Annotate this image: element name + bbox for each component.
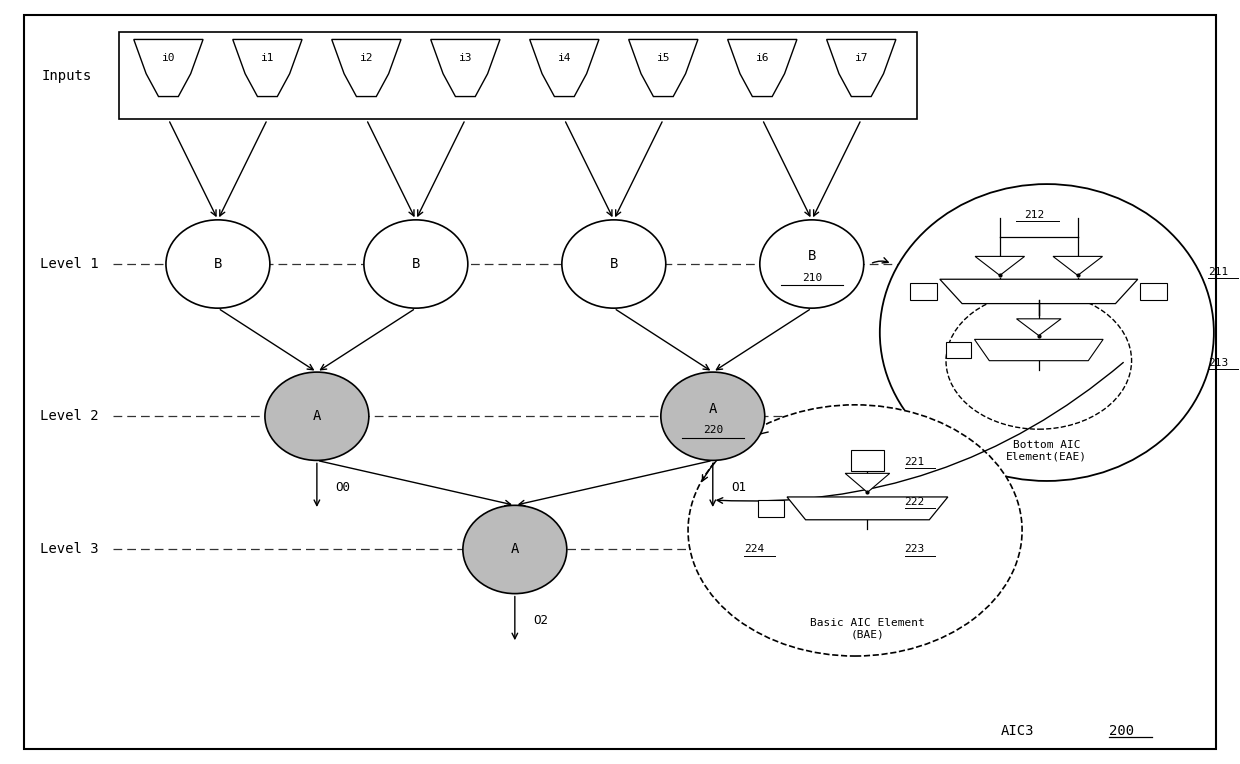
- Text: B: B: [412, 257, 420, 271]
- Ellipse shape: [880, 184, 1214, 481]
- Text: 210: 210: [801, 273, 822, 283]
- Text: 213: 213: [1208, 358, 1228, 368]
- Text: i3: i3: [459, 53, 472, 63]
- Polygon shape: [975, 339, 1104, 361]
- Text: 200: 200: [1109, 724, 1133, 737]
- Text: Level 1: Level 1: [40, 257, 99, 271]
- Text: i1: i1: [260, 53, 274, 63]
- Text: 211: 211: [1208, 267, 1228, 277]
- Text: i2: i2: [360, 53, 373, 63]
- Polygon shape: [529, 40, 599, 96]
- Text: A: A: [708, 402, 717, 416]
- Polygon shape: [233, 40, 303, 96]
- Polygon shape: [940, 279, 1138, 303]
- Polygon shape: [975, 257, 1024, 276]
- Ellipse shape: [760, 220, 864, 308]
- Text: Bottom AIC
Element(EAE): Bottom AIC Element(EAE): [1007, 440, 1087, 462]
- Ellipse shape: [562, 220, 666, 308]
- Polygon shape: [134, 40, 203, 96]
- Bar: [119, 32, 916, 119]
- Text: B: B: [807, 249, 816, 264]
- Polygon shape: [787, 497, 947, 520]
- Text: B: B: [213, 257, 222, 271]
- Text: O0: O0: [336, 481, 351, 494]
- Text: 220: 220: [703, 425, 723, 435]
- Bar: [946, 342, 971, 358]
- Text: i5: i5: [656, 53, 670, 63]
- Text: 222: 222: [904, 497, 925, 507]
- Text: A: A: [511, 542, 520, 556]
- Bar: [1141, 283, 1167, 299]
- Ellipse shape: [166, 220, 270, 308]
- Text: Level 3: Level 3: [40, 542, 99, 556]
- Text: B: B: [610, 257, 618, 271]
- Bar: [910, 283, 937, 299]
- Polygon shape: [332, 40, 401, 96]
- Ellipse shape: [363, 220, 467, 308]
- Polygon shape: [827, 40, 897, 96]
- Text: Basic AIC Element
(BAE): Basic AIC Element (BAE): [810, 617, 925, 639]
- Text: A: A: [312, 410, 321, 423]
- Text: i6: i6: [755, 53, 769, 63]
- Text: Inputs: Inputs: [42, 69, 92, 83]
- Polygon shape: [728, 40, 797, 96]
- Text: 224: 224: [744, 545, 764, 555]
- Text: 223: 223: [904, 545, 925, 555]
- Ellipse shape: [661, 372, 765, 461]
- Text: Level 2: Level 2: [40, 410, 99, 423]
- Bar: [758, 500, 785, 516]
- Polygon shape: [846, 474, 890, 492]
- Text: O2: O2: [533, 614, 548, 627]
- Text: 212: 212: [1024, 209, 1044, 219]
- Polygon shape: [430, 40, 500, 96]
- Bar: [852, 450, 884, 471]
- Polygon shape: [629, 40, 698, 96]
- Text: i7: i7: [854, 53, 868, 63]
- Text: 221: 221: [904, 457, 925, 467]
- Polygon shape: [1053, 257, 1102, 276]
- Text: AIC3: AIC3: [1001, 724, 1034, 737]
- Text: i4: i4: [558, 53, 572, 63]
- Ellipse shape: [265, 372, 368, 461]
- Ellipse shape: [688, 405, 1022, 656]
- Text: O1: O1: [732, 481, 746, 494]
- Ellipse shape: [463, 505, 567, 594]
- Text: i0: i0: [161, 53, 175, 63]
- Polygon shape: [1017, 319, 1061, 335]
